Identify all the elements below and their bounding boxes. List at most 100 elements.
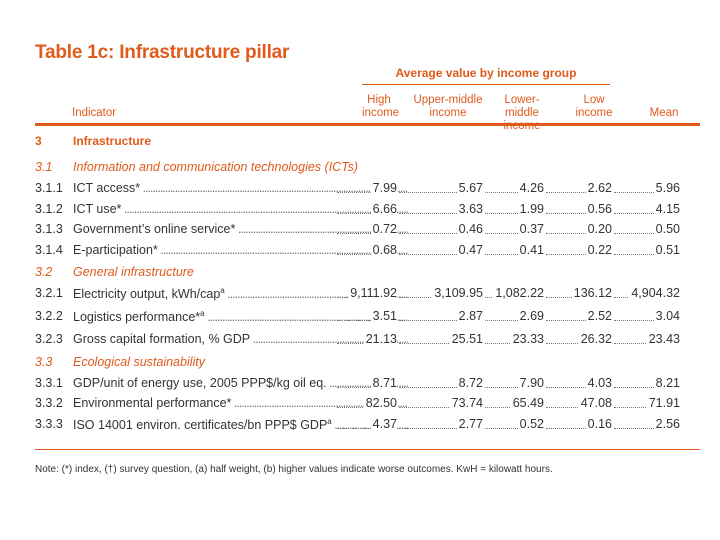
value-cell: 1,082.22 bbox=[493, 286, 544, 300]
value-cell: 0.41 bbox=[517, 242, 544, 257]
leader-dots bbox=[614, 233, 678, 234]
group-header: Average value by income group bbox=[395, 66, 577, 80]
section-label: Ecological sustainability bbox=[73, 354, 206, 369]
leader-dots bbox=[546, 212, 610, 214]
row-label: Electricity output, kWh/capa bbox=[73, 286, 408, 301]
bottom-rule bbox=[35, 449, 700, 450]
table-row: 3.3.1 GDP/unit of energy use, 2005 PPP$/k… bbox=[35, 375, 700, 396]
col-header-indicator: Indicator bbox=[72, 107, 117, 119]
value-cell: 8.21 bbox=[653, 375, 680, 390]
row-number: 3.1.4 bbox=[35, 242, 63, 257]
col-header-low: Low income bbox=[575, 94, 613, 119]
leader-dots bbox=[399, 320, 481, 321]
leader-dots bbox=[399, 386, 481, 388]
leader-dots bbox=[614, 343, 678, 344]
leader-dots bbox=[614, 253, 678, 255]
value-cell: 2.62 bbox=[585, 181, 612, 195]
table-row: 3.3.3 ISO 14001 environ. certificates/bn … bbox=[35, 416, 700, 437]
row-number: 3.1.2 bbox=[35, 201, 63, 216]
leader-dots bbox=[546, 407, 610, 408]
leader-dots bbox=[546, 386, 610, 388]
leader-dots bbox=[399, 212, 481, 214]
value-cell: 23.33 bbox=[510, 332, 544, 346]
row-number: 3.2.1 bbox=[35, 286, 63, 300]
leader-dots bbox=[485, 386, 542, 388]
leader-dots bbox=[337, 386, 395, 388]
value-cell: 4.15 bbox=[653, 201, 680, 216]
leader-dots bbox=[337, 253, 395, 255]
value-cell: 0.72 bbox=[370, 222, 397, 236]
leader-dots bbox=[614, 386, 678, 388]
table-row: 3.1.3 Government’s online service*0.72 0.4… bbox=[35, 222, 700, 242]
row-label: Gross capital formation, % GDP bbox=[73, 332, 408, 346]
row-label: Logistics performance*a bbox=[73, 309, 408, 324]
row-number: 3.1.3 bbox=[35, 222, 63, 236]
value-cell: 21.13 bbox=[363, 332, 397, 346]
row-number: 3.1.1 bbox=[35, 181, 63, 195]
value-cell: 5.67 bbox=[456, 181, 483, 195]
leader-dots bbox=[546, 343, 610, 344]
leader-dots bbox=[546, 253, 610, 255]
pillar-number: 3 bbox=[35, 134, 42, 148]
header-rule bbox=[35, 123, 700, 126]
value-cell: 4.03 bbox=[585, 375, 612, 390]
value-cell: 73.74 bbox=[449, 396, 483, 410]
leader-dots bbox=[614, 192, 678, 193]
leader-dots bbox=[399, 233, 481, 234]
leader-dots bbox=[337, 320, 395, 321]
leader-dots bbox=[546, 320, 610, 321]
value-cell: 0.20 bbox=[585, 222, 612, 236]
leader-dots bbox=[399, 343, 481, 344]
leader-dots bbox=[614, 212, 678, 214]
row-number: 3.3.2 bbox=[35, 396, 63, 410]
value-cell: 4.37 bbox=[370, 416, 397, 431]
value-cell: 0.47 bbox=[456, 242, 483, 257]
value-cell: 0.50 bbox=[653, 222, 680, 236]
value-cell: 1.99 bbox=[517, 201, 544, 216]
leader-dots bbox=[337, 427, 395, 429]
section-row: 3.2 General infrastructure bbox=[35, 265, 700, 285]
section-number: 3.2 bbox=[35, 265, 53, 279]
leader-dots bbox=[614, 427, 678, 429]
value-cell: 0.16 bbox=[585, 416, 612, 431]
pillar-row: 3 Infrastructure bbox=[35, 134, 700, 154]
leader-dots bbox=[399, 427, 481, 429]
row-number: 3.3.1 bbox=[35, 375, 63, 390]
table-note: Note: (*) index, (†) survey question, (a… bbox=[35, 464, 553, 475]
leader-dots bbox=[337, 192, 395, 193]
row-label: ICT access* bbox=[73, 181, 408, 195]
value-cell: 0.56 bbox=[585, 201, 612, 216]
value-cell: 25.51 bbox=[449, 332, 483, 346]
row-label: GDP/unit of energy use, 2005 PPP$/kg oil… bbox=[73, 376, 408, 390]
value-cell: 0.52 bbox=[517, 416, 544, 431]
value-cell: 3.04 bbox=[653, 309, 680, 323]
value-cell: 5.96 bbox=[653, 181, 680, 195]
value-cell: 136.12 bbox=[571, 286, 612, 300]
pillar-label: Infrastructure bbox=[73, 134, 152, 148]
section-label: Information and communication technologi… bbox=[73, 160, 359, 174]
value-cell: 82.50 bbox=[363, 396, 397, 410]
section-row: 3.3 Ecological sustainability bbox=[35, 355, 700, 375]
row-number: 3.2.2 bbox=[35, 309, 63, 323]
value-cell: 8.71 bbox=[370, 375, 397, 390]
value-cell: 3.51 bbox=[370, 309, 397, 323]
value-cell: 3,109.95 bbox=[432, 286, 483, 300]
leader-dots bbox=[399, 407, 481, 408]
value-cell: 0.37 bbox=[517, 222, 544, 236]
table-row: 3.3.2 Environmental performance*82.50 73.7… bbox=[35, 396, 700, 416]
leader-dots bbox=[399, 192, 481, 193]
col-header-mean: Mean bbox=[649, 107, 679, 119]
value-cell: 8.72 bbox=[456, 375, 483, 390]
value-cell: 0.68 bbox=[370, 242, 397, 257]
leader-dots bbox=[546, 192, 610, 193]
row-label: E-participation* bbox=[73, 243, 408, 257]
value-cell: 26.32 bbox=[578, 332, 612, 346]
leader-dots bbox=[485, 253, 542, 255]
value-cell: 65.49 bbox=[510, 396, 544, 410]
leader-dots bbox=[546, 427, 610, 429]
row-label: ICT use* bbox=[73, 202, 408, 216]
value-cell: 4,904.32 bbox=[629, 286, 680, 300]
value-cell: 71.91 bbox=[646, 396, 680, 410]
col-header-lower-middle: Lower-middle income bbox=[503, 94, 541, 132]
section-label: General infrastructure bbox=[73, 265, 194, 279]
